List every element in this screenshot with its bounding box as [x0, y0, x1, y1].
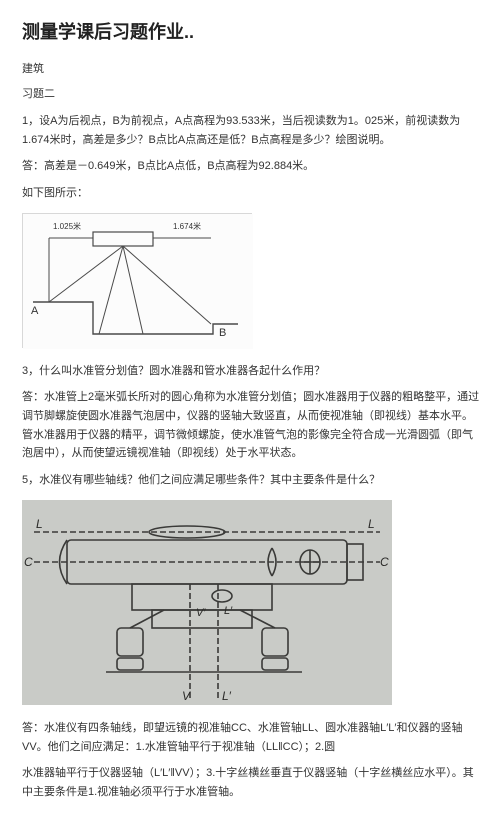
fig1-point-a: A	[31, 305, 39, 317]
page-title: 测量学课后习题作业..	[22, 18, 482, 47]
answer-3: 答：水准管上2毫米弧长所对的圆心角称为水准管分划值；圆水准器用于仪器的粗略整平，…	[22, 388, 482, 463]
fig2-label-v: V	[182, 689, 191, 703]
fig2-label-c-right: C	[380, 555, 389, 569]
fig1-point-b: B	[219, 327, 226, 339]
fig2-label-l-right: L	[368, 517, 375, 531]
fig2-label-vp: V′	[196, 607, 206, 619]
fig2-label-l-left: L	[36, 517, 43, 531]
figure-1: 1.025米 1.674米 A B	[22, 213, 482, 348]
answer-5b: 水准器轴平行于仪器竖轴（L′L′‖VV）；3.十字丝横丝垂直于仪器竖轴（十字丝横…	[22, 764, 482, 801]
answer-5a: 答：水准仪有四条轴线，即望远镜的视准轴CC、水准管轴LL、圆水准器轴L′L′和仪…	[22, 719, 482, 756]
answer-1: 答：高差是－0.649米，B点比A点低，B点高程为92.884米。	[22, 157, 482, 176]
figure-2: L L C C L′ V L′ V′	[22, 500, 482, 705]
fig2-label-lp-bot: L′	[222, 689, 232, 703]
figure-1-label: 如下图所示：	[22, 184, 482, 203]
question-1: 1，设A为后视点，B为前视点，A点高程为93.533米，当后视读数为1。025米…	[22, 112, 482, 149]
fig2-label-lp-top: L′	[224, 605, 233, 617]
question-5: 5，水准仪有哪些轴线？他们之间应满足哪些条件？其中主要条件是什么？	[22, 471, 482, 490]
category-label: 建筑	[22, 61, 482, 79]
fig2-label-c-left: C	[24, 555, 33, 569]
section-label: 习题二	[22, 86, 482, 104]
fig1-right-reading: 1.674米	[173, 221, 201, 231]
fig1-left-reading: 1.025米	[53, 221, 81, 231]
question-3: 3，什么叫水准管分划值？圆水准器和管水准器各起什么作用？	[22, 362, 482, 381]
